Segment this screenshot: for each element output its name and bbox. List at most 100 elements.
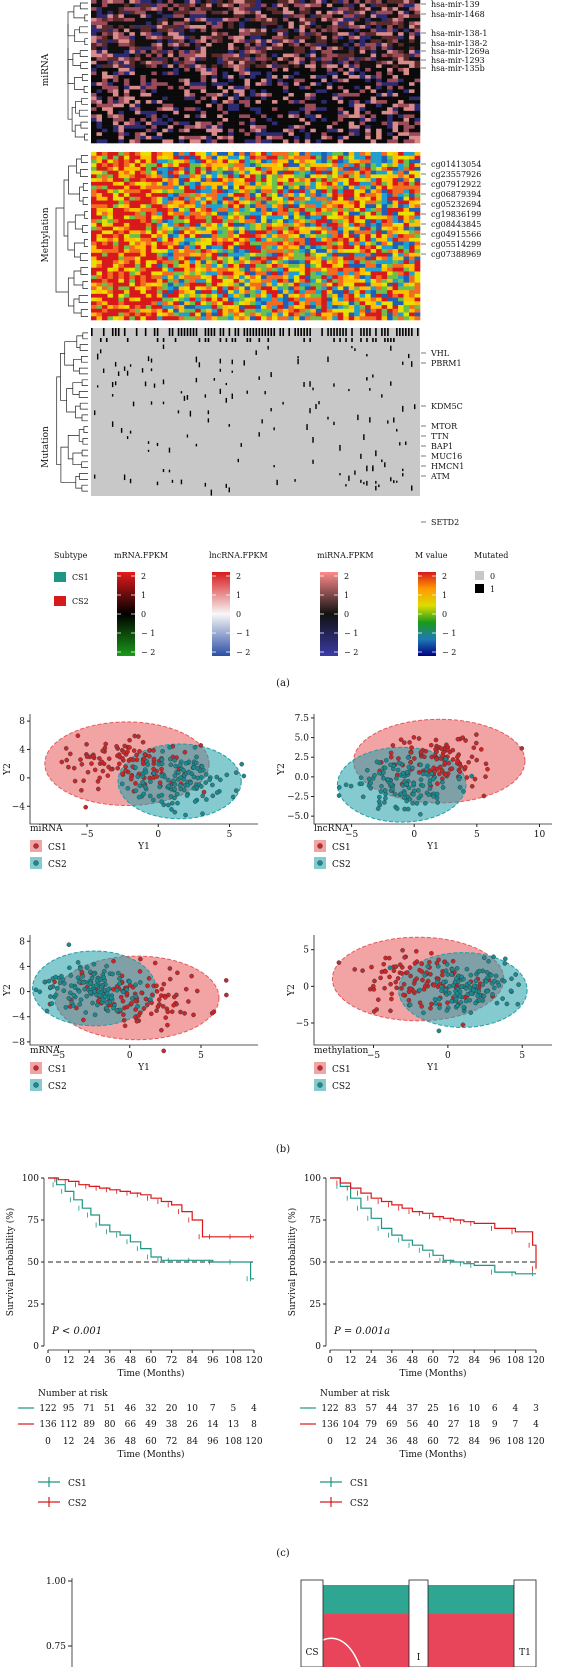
methylation-heatmap-cell <box>321 241 328 246</box>
methylation-heatmap-cell <box>228 204 234 209</box>
mirna-heatmap-cell <box>211 89 218 94</box>
methylation-heatmap-cell <box>145 305 152 310</box>
methylation-heatmap-cell <box>101 215 108 220</box>
mirna-heatmap-cell <box>310 3 317 8</box>
mirna-heatmap-cell <box>244 114 251 119</box>
methylation-heatmap-cell <box>222 185 229 190</box>
mirna-heatmap-cell <box>337 53 344 58</box>
mirna-heatmap-cell <box>244 21 251 26</box>
methylation-heatmap-cell <box>145 159 152 164</box>
methylation-heatmap-cell <box>266 200 273 205</box>
mirna-heatmap-cell <box>376 25 382 29</box>
mirna-heatmap-cell <box>112 0 119 4</box>
mirna-heatmap-cell <box>409 17 415 22</box>
methylation-heatmap-cell <box>222 178 229 183</box>
methylation-heatmap-cell <box>162 249 169 254</box>
mirna-heatmap-cell <box>96 57 103 62</box>
mirna-heatmap-cell <box>299 121 306 126</box>
methylation-heatmap-cell <box>195 308 201 313</box>
methylation-heatmap-cell <box>392 226 399 231</box>
mirna-heatmap-cell <box>107 57 114 62</box>
mirna-heatmap-cell <box>101 7 108 12</box>
methylation-heatmap-cell <box>200 178 207 183</box>
methylation-heatmap-cell <box>348 215 355 220</box>
mirna-heatmap-cell <box>266 128 273 133</box>
methylation-heatmap-cell <box>260 215 267 220</box>
methylation-heatmap-cell <box>299 241 306 246</box>
methylation-heatmap-cell <box>266 241 273 246</box>
methylation-heatmap <box>91 152 421 321</box>
methylation-heatmap-cell <box>376 308 382 313</box>
methylation-heatmap-cell <box>167 193 174 198</box>
mirna-heatmap-cell <box>91 50 97 54</box>
mirna-heatmap-cell <box>239 57 245 62</box>
mirna-heatmap-cell <box>255 39 262 44</box>
mirna-heatmap-cell <box>260 64 267 69</box>
methylation-heatmap-cell <box>151 275 158 280</box>
methylation-heatmap-cell <box>409 234 415 239</box>
methylation-heatmap-cell <box>156 222 163 227</box>
mirna-heatmap-cell <box>288 128 295 133</box>
mirna-heatmap-cell <box>414 67 421 72</box>
mirna-heatmap-cell <box>414 28 421 33</box>
methylation-heatmap-cell <box>134 290 141 295</box>
methylation-heatmap-cell <box>239 219 245 224</box>
methylation-heatmap-cell <box>140 252 147 257</box>
methylation-heatmap-cell <box>398 155 404 160</box>
methylation-heatmap-cell <box>167 264 174 269</box>
mirna-heatmap-cell <box>266 71 273 76</box>
methylation-heatmap-cell <box>387 163 393 168</box>
mirna-heatmap-cell <box>348 28 355 33</box>
methylation-heatmap-cell <box>162 301 169 306</box>
mirna-heatmap-cell <box>326 82 333 87</box>
mirna-heatmap-cell <box>403 82 410 87</box>
mirna-heatmap-cell <box>304 67 311 72</box>
methylation-heatmap-cell <box>107 230 114 235</box>
methylation-heatmap-cell <box>206 278 212 283</box>
mirna-heatmap-cell <box>178 96 185 101</box>
mirna-heatmap-cell <box>343 89 350 94</box>
mirna-heatmap-cell <box>271 53 278 58</box>
mirna-heatmap-cell <box>112 64 119 69</box>
mirna-heatmap-cell <box>343 82 350 87</box>
mirna-heatmap-cell <box>178 3 185 8</box>
methylation-heatmap-cell <box>112 166 119 171</box>
mirna-heatmap-cell <box>403 117 410 122</box>
methylation-heatmap-cell <box>173 181 180 186</box>
methylation-heatmap-cell <box>277 301 284 306</box>
methylation-heatmap-cell <box>200 305 207 310</box>
mirna-heatmap-cell <box>277 85 284 90</box>
methylation-heatmap-cell <box>129 278 136 283</box>
mirna-heatmap-cell <box>315 128 322 133</box>
methylation-heatmap-cell <box>129 264 136 269</box>
mirna-heatmap-cell <box>195 50 201 54</box>
methylation-heatmap-cell <box>304 290 311 295</box>
methylation-heatmap-cell <box>195 241 201 246</box>
mirna-heatmap-cell <box>112 89 119 94</box>
mirna-heatmap-cell <box>107 71 114 76</box>
methylation-heatmap-cell <box>107 226 114 231</box>
mirna-heatmap-cell <box>151 71 158 76</box>
mirna-heatmap-cell <box>392 96 399 101</box>
methylation-heatmap-cell <box>392 215 399 220</box>
mirna-heatmap-cell <box>381 92 388 97</box>
methylation-heatmap-cell <box>255 305 262 310</box>
methylation-heatmap-cell <box>200 293 207 298</box>
mirna-heatmap-cell <box>348 21 355 26</box>
mirna-heatmap-cell <box>293 3 300 8</box>
methylation-heatmap-cell <box>409 215 415 220</box>
methylation-heatmap-cell <box>310 264 317 269</box>
methylation-heatmap-cell <box>370 282 377 287</box>
methylation-heatmap-cell <box>233 185 240 190</box>
mirna-heatmap-cell <box>348 110 355 115</box>
methylation-heatmap-cell <box>403 286 410 291</box>
mirna-heatmap-cell <box>250 117 256 122</box>
mirna-heatmap-cell <box>343 17 350 22</box>
methylation-heatmap-cell <box>96 308 103 313</box>
methylation-heatmap-cell <box>260 174 267 179</box>
mirna-heatmap-cell <box>211 110 218 115</box>
methylation-heatmap-cell <box>271 293 278 298</box>
mirna-heatmap-cell <box>200 67 207 72</box>
methylation-heatmap-cell <box>365 174 371 179</box>
mirna-heatmap-cell <box>178 53 185 58</box>
